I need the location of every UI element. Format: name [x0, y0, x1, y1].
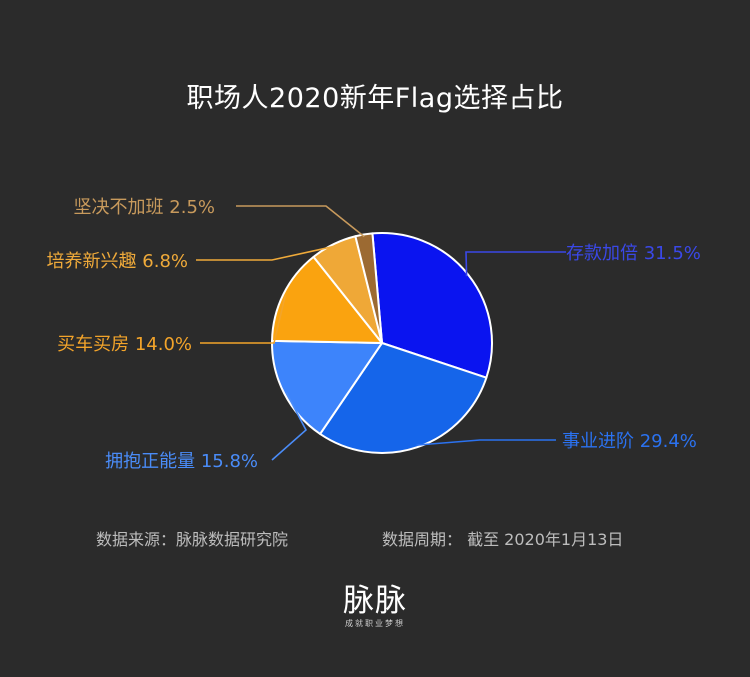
leader-line-2	[271, 392, 308, 461]
leader-line-0	[465, 251, 566, 277]
slice-label-1: 事业进阶 29.4%	[562, 431, 697, 452]
slice-label-0: 存款加倍 31.5%	[566, 243, 701, 264]
slice-labels: 存款加倍 31.5% 事业进阶 29.4% 拥抱正能量 15.8% 买车买房 14.0…	[47, 197, 701, 472]
chart-title: 职场人2020新年Flag选择占比	[186, 83, 564, 114]
leader-line-5	[236, 205, 365, 238]
slice-label-3: 买车买房 14.0%	[57, 334, 192, 355]
leader-line-4	[196, 245, 335, 261]
maimai-logo: 脉脉	[343, 583, 407, 619]
pie-slices	[271, 232, 493, 454]
leader-lines	[196, 205, 566, 461]
data-source-note: 数据来源：脉脉数据研究院	[96, 530, 289, 549]
brand-slogan: 成就职业梦想	[345, 619, 405, 628]
leader-line-1	[416, 439, 556, 446]
pie-slice-1	[319, 342, 488, 454]
pie-slice-2	[271, 339, 383, 435]
data-period-note: 数据周期： 截至 2020年1月13日	[382, 530, 624, 549]
pie-slice-0	[371, 232, 493, 379]
slice-label-2: 拥抱正能量 15.8%	[105, 451, 258, 472]
slice-label-4: 培养新兴趣 6.8%	[47, 251, 188, 272]
slice-label-5: 坚决不加班 2.5%	[74, 197, 215, 218]
pie-slice-3	[271, 255, 383, 344]
pie-slice-5	[354, 232, 383, 344]
leader-line-3	[200, 295, 287, 344]
